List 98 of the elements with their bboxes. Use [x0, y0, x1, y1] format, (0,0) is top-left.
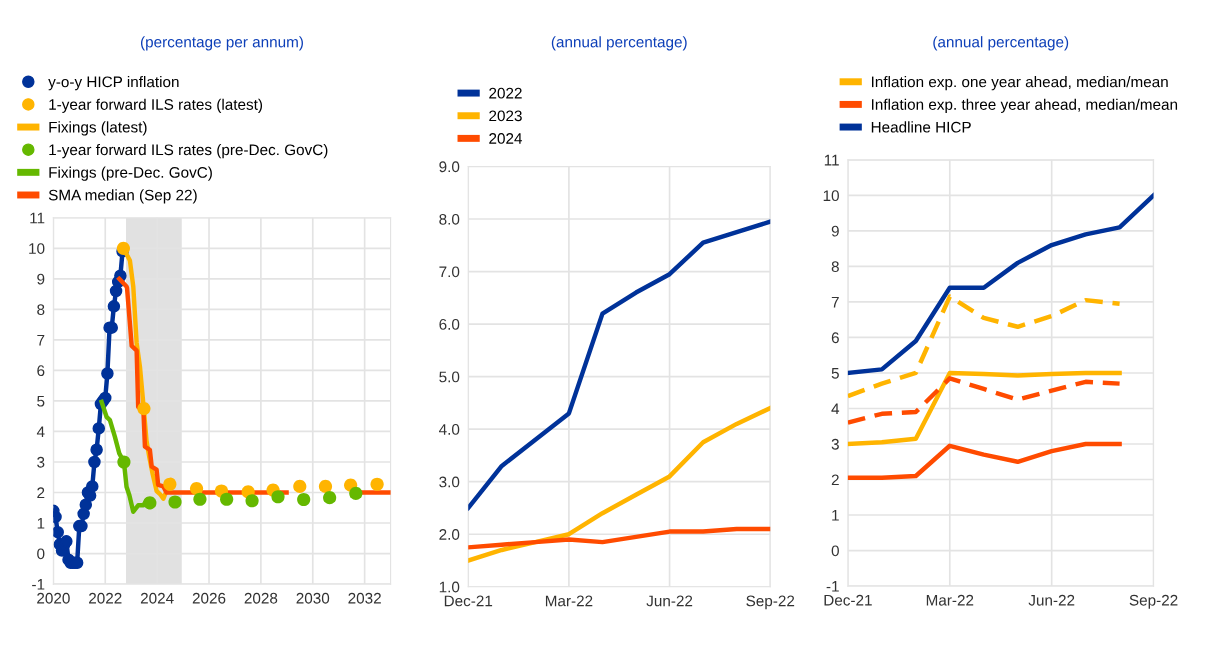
x-tick-label: Jun-22 [646, 595, 693, 607]
y-tick-label: 11 [30, 212, 45, 224]
x-tick-label: Mar-22 [926, 594, 974, 606]
y-tick-label: 3 [831, 438, 839, 450]
y-tick-label: 10 [823, 190, 839, 202]
point [297, 492, 311, 507]
y-tick-label: 8.0 [439, 213, 460, 225]
y-tick-label: 2 [37, 487, 45, 499]
point [79, 498, 93, 511]
point [143, 496, 157, 510]
line-series [468, 405, 771, 563]
x-tick-label: 2030 [296, 592, 330, 604]
legend-label: Inflation exp. three year ahead, median/mean [871, 98, 1178, 113]
y-tick-label: -1 [826, 581, 839, 592]
chart-title: (annual percentage) [933, 36, 1069, 51]
y-tick-label: 9 [37, 273, 45, 285]
x-tick-label: Mar-22 [545, 595, 593, 607]
y-tick-label: 8 [831, 261, 839, 273]
legend-label: SMA median (Sep 22) [48, 189, 197, 204]
y-tick-label: 7.0 [439, 266, 460, 278]
line-series [847, 370, 1122, 447]
x-tick-label: Jun-22 [1028, 594, 1075, 606]
y-tick-label: 10 [29, 243, 45, 254]
point [193, 492, 207, 506]
x-tick-label: Dec-21 [824, 594, 872, 606]
legend-label: y-o-y HICP inflation [48, 76, 179, 91]
point [90, 443, 103, 457]
point [101, 367, 114, 380]
point [370, 477, 384, 491]
y-tick-label: 11 [824, 154, 839, 166]
point [92, 422, 106, 435]
point [189, 481, 204, 496]
line-series [468, 526, 771, 550]
chart-title: (percentage per annum) [140, 36, 303, 51]
y-tick-label: 4.0 [439, 424, 460, 435]
y-tick-label: 1 [832, 510, 839, 521]
legend-label: Inflation exp. one year ahead, median/mean [871, 76, 1168, 91]
y-tick-label: 6 [37, 365, 45, 377]
y-tick-label: 3 [37, 456, 45, 468]
y-tick-label: 6 [831, 332, 839, 344]
legend-label: 2022 [489, 87, 522, 99]
point [271, 490, 285, 504]
y-tick-label: -1 [32, 579, 45, 590]
y-tick-label: 0 [37, 548, 45, 560]
y-tick-label: 6.0 [439, 318, 460, 330]
line-series [468, 219, 771, 511]
legend-label: 2024 [489, 133, 523, 144]
y-tick-label: 7 [831, 296, 839, 308]
line-series [847, 376, 1122, 425]
x-tick-label: 2020 [37, 592, 70, 604]
x-tick-label: Dec-21 [444, 595, 493, 607]
y-tick-label: 2.0 [439, 529, 460, 540]
y-tick-label: 5.0 [439, 371, 460, 383]
x-tick-label: 2022 [89, 592, 122, 604]
x-tick-label: 2026 [192, 592, 226, 604]
legend-label: Fixings (pre-Dec. GovC) [49, 166, 212, 181]
y-tick-label: 5 [831, 367, 839, 379]
point [318, 479, 333, 493]
point [168, 495, 182, 509]
y-tick-label: 1.0 [439, 581, 460, 593]
y-tick-label: 7 [37, 334, 45, 346]
y-tick-label: 1 [37, 518, 45, 529]
legend-label: Headline HICP [871, 121, 971, 133]
x-tick-label: 2032 [348, 592, 381, 604]
point [163, 477, 177, 491]
y-tick-label: 2 [831, 474, 839, 486]
point [349, 486, 363, 501]
x-tick-label: 2028 [244, 592, 278, 604]
line-series [847, 294, 1122, 399]
point [293, 479, 307, 493]
legend-label: 2023 [489, 110, 522, 122]
y-tick-label: 0 [831, 545, 839, 557]
point [117, 455, 131, 469]
y-tick-label: 3.0 [439, 476, 460, 488]
y-tick-label: 9 [831, 225, 839, 237]
point [137, 401, 151, 416]
x-tick-label: Sep-22 [746, 595, 795, 610]
legend-label: 1-year forward ILS rates (pre-Dec. GovC) [49, 143, 328, 159]
point [245, 494, 259, 508]
y-tick-label: 4 [36, 426, 45, 437]
point [323, 491, 337, 505]
line-series [847, 441, 1122, 480]
legend-label: Fixings (latest) [49, 121, 147, 136]
y-tick-label: 5 [37, 395, 45, 407]
y-tick-label: 8 [37, 304, 45, 316]
point [53, 525, 64, 539]
y-tick-label: 9.0 [439, 161, 460, 173]
point [220, 492, 234, 506]
legend-label: 1-year forward ILS rates (latest) [49, 98, 263, 113]
y-tick-label: 4 [831, 403, 840, 415]
x-tick-label: Sep-22 [1129, 594, 1178, 609]
point [116, 241, 130, 255]
point [88, 455, 101, 469]
point [86, 480, 99, 493]
point [107, 300, 121, 313]
chart-title: (annual percentage) [551, 36, 687, 51]
line-series [847, 193, 1154, 376]
x-tick-label: 2024 [140, 592, 174, 604]
